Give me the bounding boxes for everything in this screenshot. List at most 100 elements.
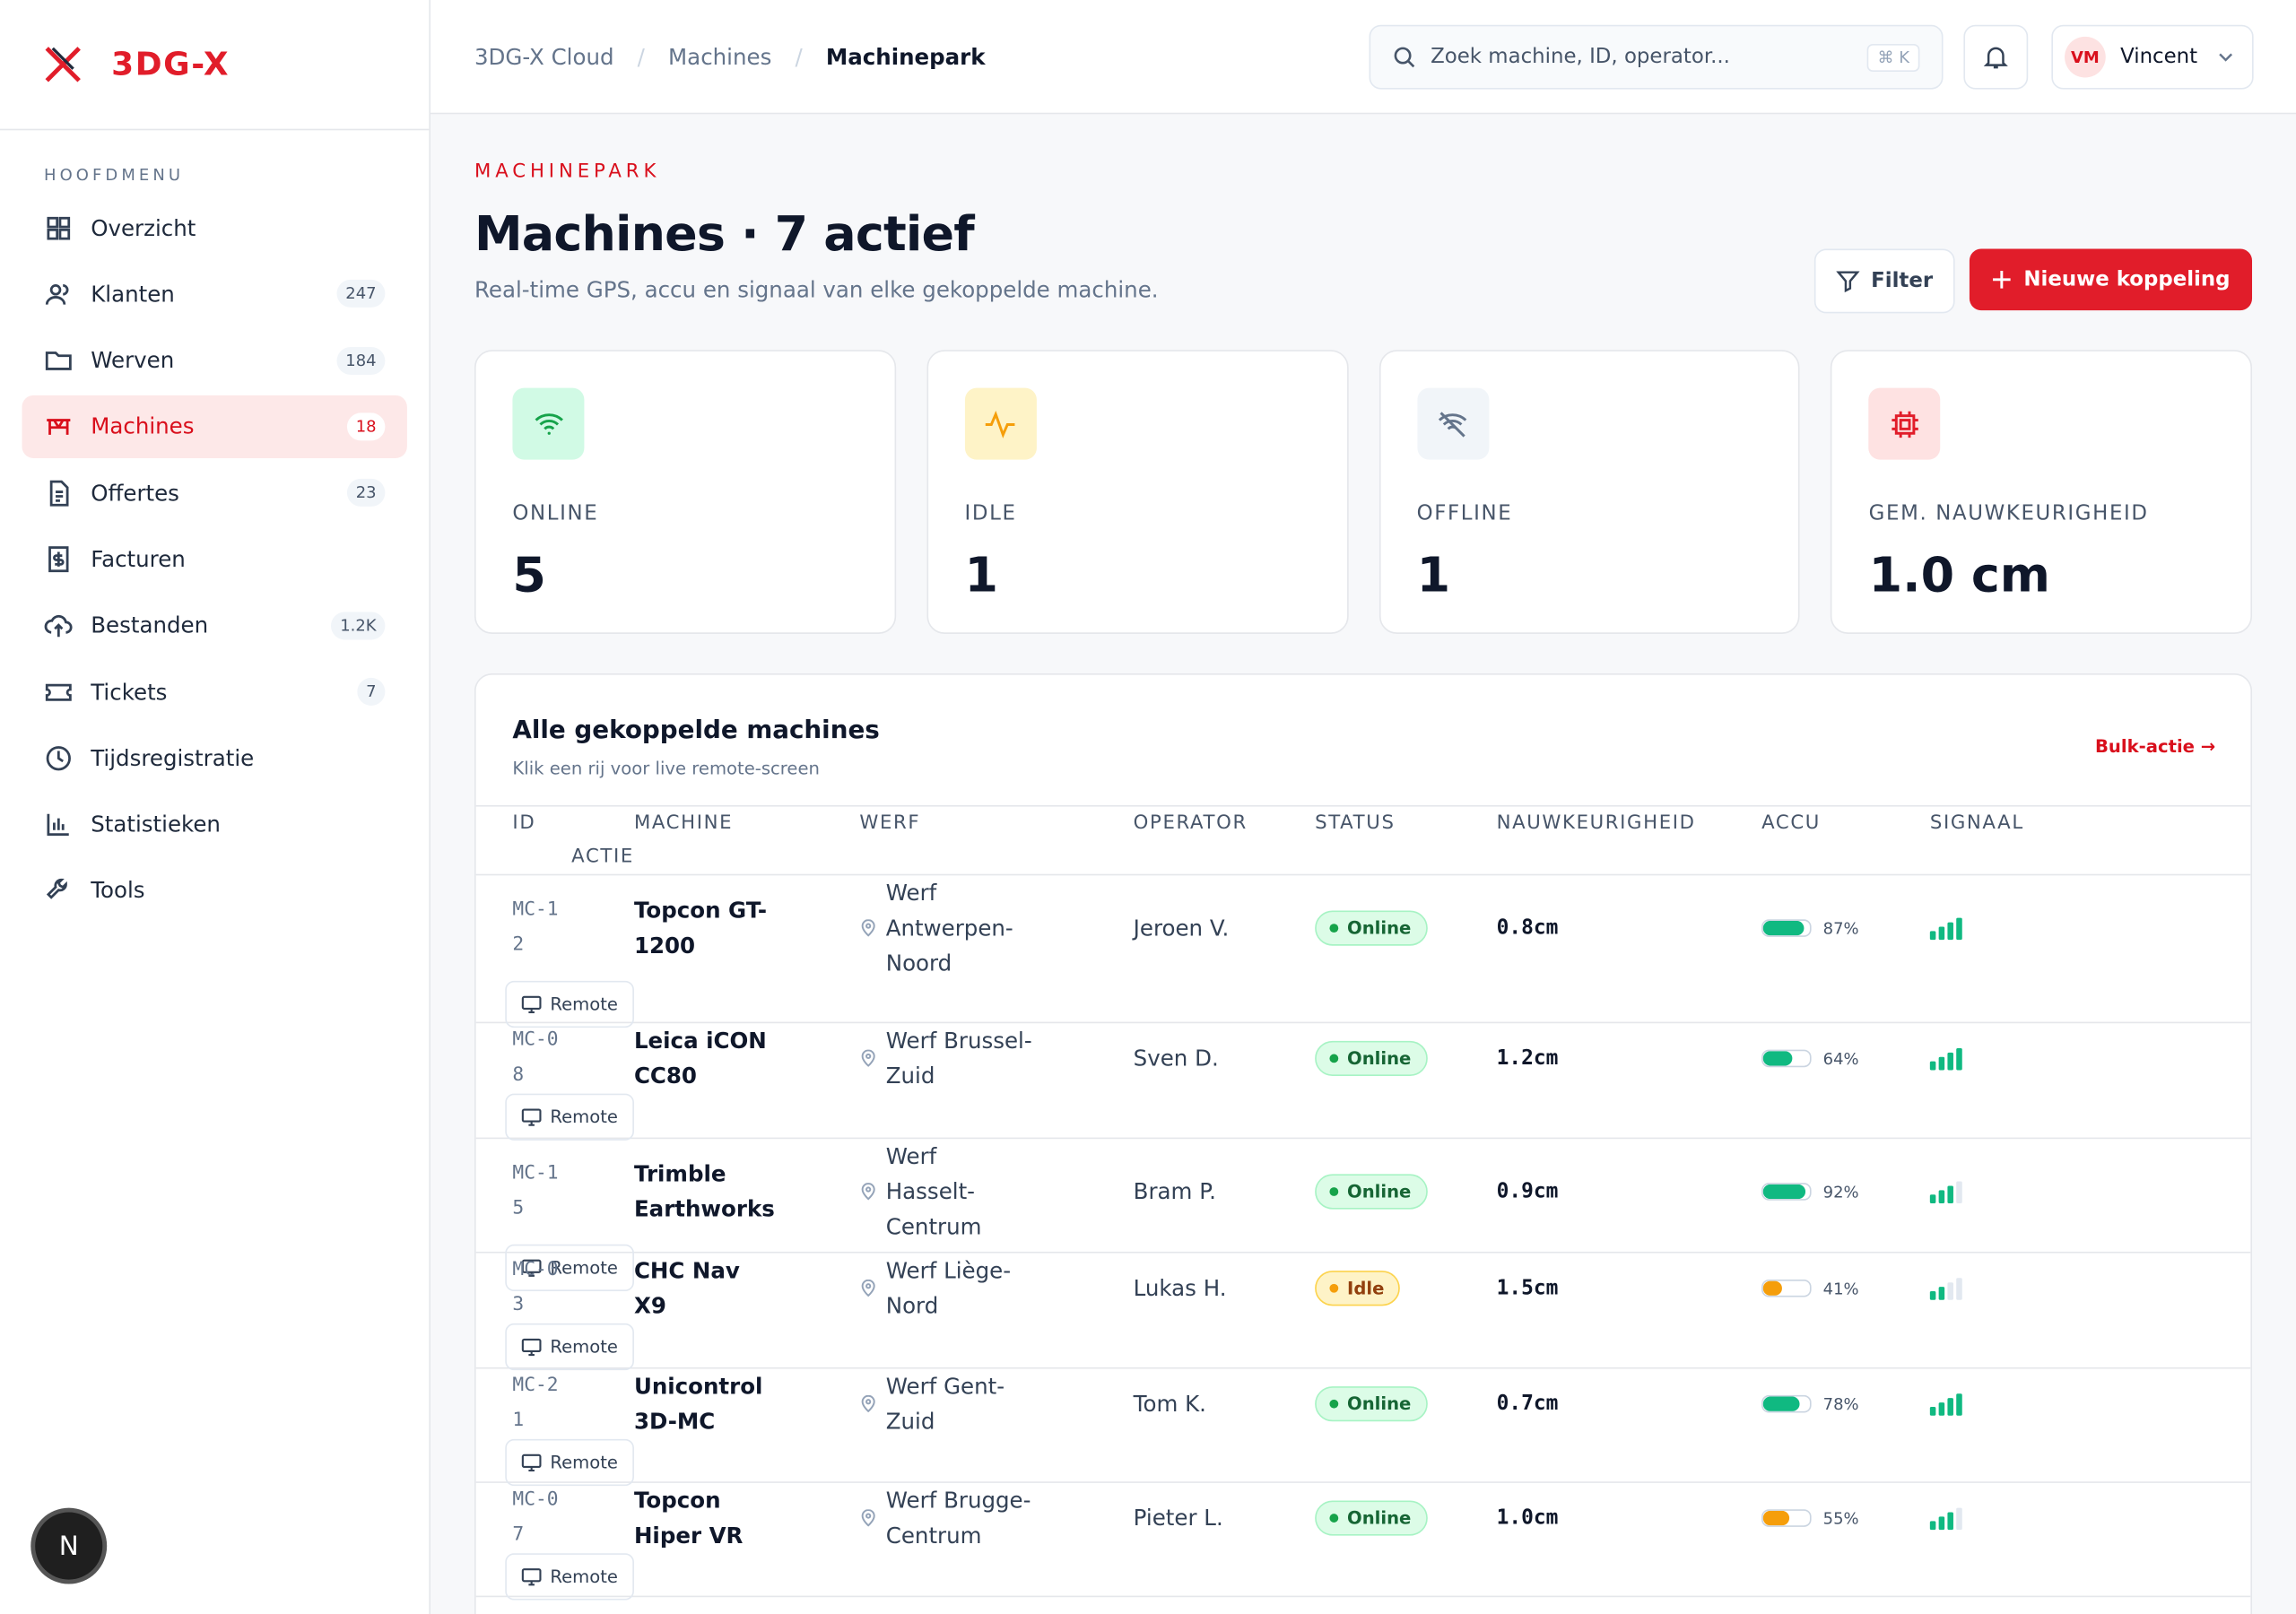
signal-bar <box>1938 1190 1945 1204</box>
nav-item[interactable]: Klanten 247 <box>22 263 406 325</box>
battery: 55% <box>1761 1508 1930 1528</box>
cell: MC-07 <box>512 1483 634 1553</box>
remote-button[interactable]: Remote <box>504 980 634 1028</box>
battery-fill <box>1762 1510 1789 1526</box>
signal-bar <box>1938 926 1945 941</box>
nav-item[interactable]: Tools <box>22 859 406 922</box>
cell: Online <box>1315 1174 1496 1210</box>
remote-button[interactable]: Remote <box>504 1093 634 1141</box>
signal-bar <box>1929 1521 1936 1531</box>
nav-label: Facturen <box>91 545 186 573</box>
machine-id: MC-21 <box>512 1375 559 1432</box>
battery-fill <box>1762 920 1805 936</box>
operator: Sven D. <box>1133 1045 1219 1072</box>
cell: Topcon GT-1200 <box>634 893 859 963</box>
stat-label: IDLE <box>964 502 1017 526</box>
status-pill: Online <box>1315 1500 1428 1536</box>
status: Online <box>1347 1507 1412 1529</box>
signal <box>1929 1506 2215 1531</box>
nav-item[interactable]: Machines 18 <box>22 395 407 458</box>
accuracy: 1.2cm <box>1496 1046 1559 1071</box>
signal-bar <box>1947 1282 1953 1300</box>
crumb[interactable]: 3DG-X Cloud <box>474 43 614 70</box>
operator: Pieter L. <box>1133 1505 1223 1532</box>
status-dot <box>1329 1399 1339 1409</box>
battery-fill <box>1762 1051 1794 1066</box>
logo-mark <box>45 47 81 82</box>
site: Werf Antwerpen-Noord <box>859 875 1133 981</box>
nav-item[interactable]: Tijdsregistratie <box>22 726 406 789</box>
stat-card: OFFLINE 1 <box>1378 350 1800 634</box>
cell: MC-21 <box>512 1369 634 1439</box>
status-dot <box>1329 924 1339 933</box>
remote-button[interactable]: Remote <box>504 1553 634 1601</box>
machine-table: Alle gekoppelde machines Klik een rij vo… <box>474 673 2253 1614</box>
table-row[interactable]: MC-07 Topcon Hiper VR Werf Brugge-Centrum P… <box>475 1483 2251 1601</box>
notifications[interactable] <box>1963 24 2029 90</box>
machine-id: MC-15 <box>512 1162 559 1219</box>
site: Werf Gent-Zuid <box>859 1369 1133 1439</box>
label: Filter <box>1871 269 1934 293</box>
cell: Online <box>1315 910 1496 946</box>
nav-item[interactable]: Tickets 7 <box>22 660 406 723</box>
signal <box>1929 1046 2215 1071</box>
nav-item[interactable]: Bestanden 1.2K <box>22 594 406 657</box>
signal <box>1929 1393 2215 1416</box>
signal-bar <box>1947 1512 1953 1531</box>
stat-icon <box>964 387 1037 460</box>
crumb[interactable]: Machines <box>668 43 772 70</box>
remote-label: Remote <box>550 1257 618 1279</box>
shortcut: ⌘ K <box>1867 43 1920 72</box>
operator: Bram P. <box>1133 1178 1216 1205</box>
new-button[interactable]: Nieuwe koppeling <box>1969 248 2253 311</box>
site-name: Werf Antwerpen-Noord <box>885 880 1013 976</box>
machine-name: CHC Nav X9 <box>633 1257 740 1320</box>
nav-label: Tickets <box>91 678 168 706</box>
nav-item[interactable]: Overzicht <box>22 196 406 259</box>
nav-item[interactable]: Statistieken <box>22 793 406 855</box>
signal-bar <box>1929 1061 1936 1071</box>
signal-bar <box>1947 1185 1953 1204</box>
table-row[interactable]: MC-15 Trimble Earthworks Werf Hasselt-Cent… <box>475 1139 2251 1291</box>
remote-button[interactable]: Remote <box>504 1244 634 1291</box>
stat-label: GEM. NAUWKEURIGHEID <box>1868 502 2149 526</box>
bulk-action[interactable]: Bulk-actie → <box>2094 736 2216 758</box>
brand: 3DG-X <box>111 46 230 83</box>
remote-button[interactable]: Remote <box>504 1438 634 1487</box>
table-header: Alle gekoppelde machines Klik een rij vo… <box>475 675 2251 807</box>
nav-label: Klanten <box>91 281 175 308</box>
table-row[interactable]: MC-12 Topcon GT-1200 Werf Antwerpen-Noord J… <box>475 875 2251 1028</box>
dev-indicator[interactable]: N <box>35 1512 103 1580</box>
nav-item[interactable]: Werven 184 <box>22 329 406 392</box>
table-row[interactable]: MC-03 CHC Nav X9 Werf Liège-Nord Lukas H. Id… <box>475 1254 2251 1371</box>
stat-card: ONLINE 5 <box>474 350 896 634</box>
logo[interactable]: 3DG-X <box>0 0 430 131</box>
signal-bar <box>1947 922 1953 941</box>
sidebar: 3DG-X HOOFDMENU Overzicht Klanten 247 Werve… <box>0 0 430 1614</box>
nav-label: Machines <box>91 413 195 440</box>
remote-button[interactable]: Remote <box>504 1323 634 1371</box>
filter-button[interactable]: Filter <box>1813 248 1955 314</box>
nav-item[interactable]: Facturen <box>22 528 406 591</box>
battery: 87% <box>1761 918 1930 938</box>
signal-bar <box>1938 1402 1945 1416</box>
status: Idle <box>1347 1278 1385 1299</box>
table-row[interactable]: MC-21 Unicontrol 3D-MC Werf Gent-Zuid Tom K… <box>475 1369 2251 1487</box>
column-header: ID <box>512 812 536 835</box>
battery-bar <box>1761 1509 1812 1527</box>
battery-label: 87% <box>1822 918 1859 938</box>
stats: ONLINE 5 IDLE 1 OFFLINE 1 GEM. NAUWKEURIGHEID 1… <box>474 350 2253 634</box>
stat-label: OFFLINE <box>1416 502 1513 526</box>
table-row[interactable]: MC-08 Leica iCON CC80 Werf Brussel-Zuid Sve… <box>475 1023 2251 1141</box>
search[interactable]: Zoek machine, ID, operator... ⌘ K <box>1369 24 1944 90</box>
nav-item[interactable]: Offertes 23 <box>22 462 406 525</box>
cell: Online <box>1315 1386 1496 1422</box>
column-header: ACTIE <box>571 846 634 869</box>
cell: Online <box>1315 1500 1496 1536</box>
column-header: WERF <box>859 812 921 835</box>
site-name: Werf Brussel-Zuid <box>885 1028 1032 1089</box>
user-menu[interactable]: VM Vincent <box>2051 24 2254 90</box>
status-pill: Online <box>1315 910 1428 946</box>
nav-badge: 7 <box>357 678 386 707</box>
signal-bar <box>1938 1056 1945 1071</box>
